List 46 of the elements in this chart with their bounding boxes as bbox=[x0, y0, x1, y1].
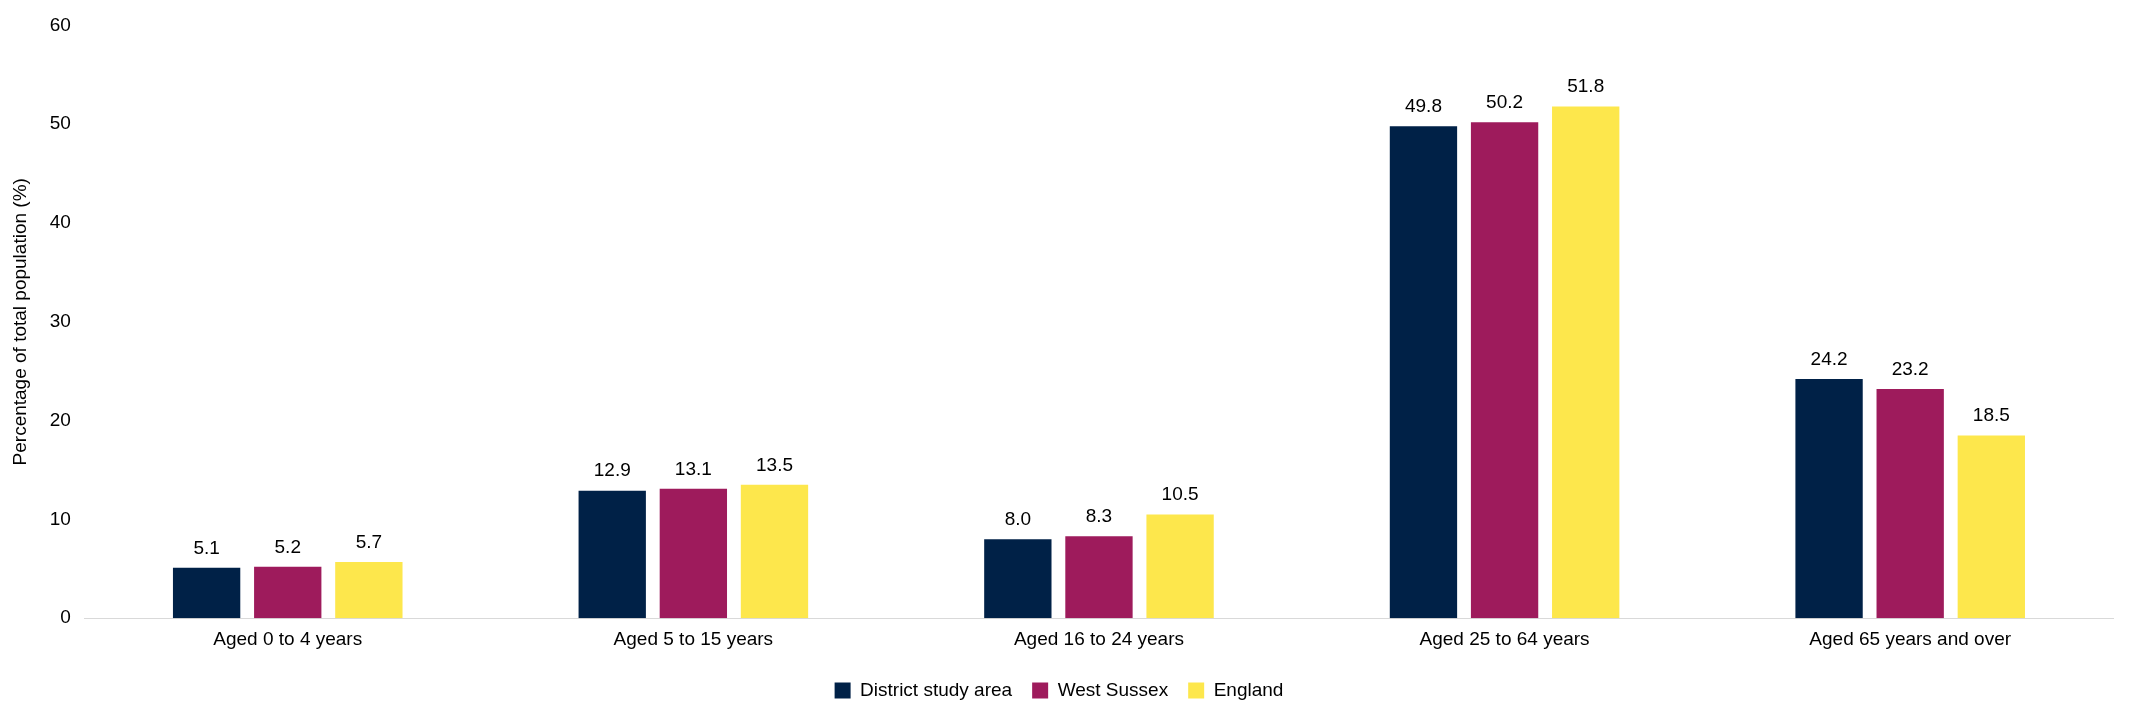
y-tick-label: 60 bbox=[49, 13, 71, 35]
bar bbox=[1146, 514, 1214, 619]
data-label: 5.1 bbox=[193, 536, 220, 558]
bar bbox=[659, 488, 728, 619]
bar bbox=[984, 539, 1052, 619]
data-label: 13.1 bbox=[674, 457, 712, 479]
bar bbox=[1065, 536, 1133, 619]
y-tick-label: 40 bbox=[49, 211, 71, 233]
bar bbox=[1795, 379, 1863, 619]
data-label: 8.3 bbox=[1085, 504, 1113, 526]
data-label: 24.2 bbox=[1810, 347, 1848, 369]
data-label: 51.8 bbox=[1567, 75, 1605, 97]
legend-label: England bbox=[1213, 678, 1284, 700]
bar bbox=[1552, 106, 1620, 619]
x-tick-label: Aged 0 to 4 years bbox=[213, 627, 363, 649]
data-label: 13.5 bbox=[755, 453, 793, 475]
bar bbox=[1876, 388, 1944, 619]
bar bbox=[172, 567, 241, 619]
y-tick-label: 50 bbox=[49, 112, 71, 134]
y-tick-label: 30 bbox=[49, 310, 71, 332]
data-label: 49.8 bbox=[1404, 94, 1442, 116]
data-label: 8.0 bbox=[1004, 507, 1032, 529]
y-tick-label: 0 bbox=[60, 606, 71, 628]
y-tick-label: 20 bbox=[49, 408, 71, 430]
bar bbox=[335, 561, 403, 619]
data-label: 18.5 bbox=[1972, 404, 2010, 426]
data-label: 10.5 bbox=[1161, 483, 1199, 505]
bar bbox=[1389, 126, 1458, 619]
x-tick-label: Aged 65 years and over bbox=[1809, 627, 2012, 649]
legend-label: West Sussex bbox=[1057, 678, 1169, 700]
bar bbox=[740, 484, 809, 619]
legend-label: District study area bbox=[860, 678, 1013, 700]
bar bbox=[1957, 435, 2025, 619]
y-axis-title: Percentage of total population (%) bbox=[8, 178, 30, 466]
bar bbox=[1470, 122, 1539, 619]
bar bbox=[578, 490, 646, 619]
x-tick-label: Aged 16 to 24 years bbox=[1013, 627, 1185, 649]
data-label: 5.2 bbox=[274, 535, 301, 557]
y-tick-label: 10 bbox=[49, 507, 71, 529]
x-tick-label: Aged 25 to 64 years bbox=[1419, 627, 1590, 649]
data-label: 5.7 bbox=[355, 530, 383, 552]
bar bbox=[254, 566, 322, 619]
x-tick-label: Aged 5 to 15 years bbox=[613, 627, 774, 649]
data-label: 50.2 bbox=[1486, 90, 1524, 112]
data-label: 12.9 bbox=[593, 459, 631, 481]
data-label: 23.2 bbox=[1891, 357, 1929, 379]
